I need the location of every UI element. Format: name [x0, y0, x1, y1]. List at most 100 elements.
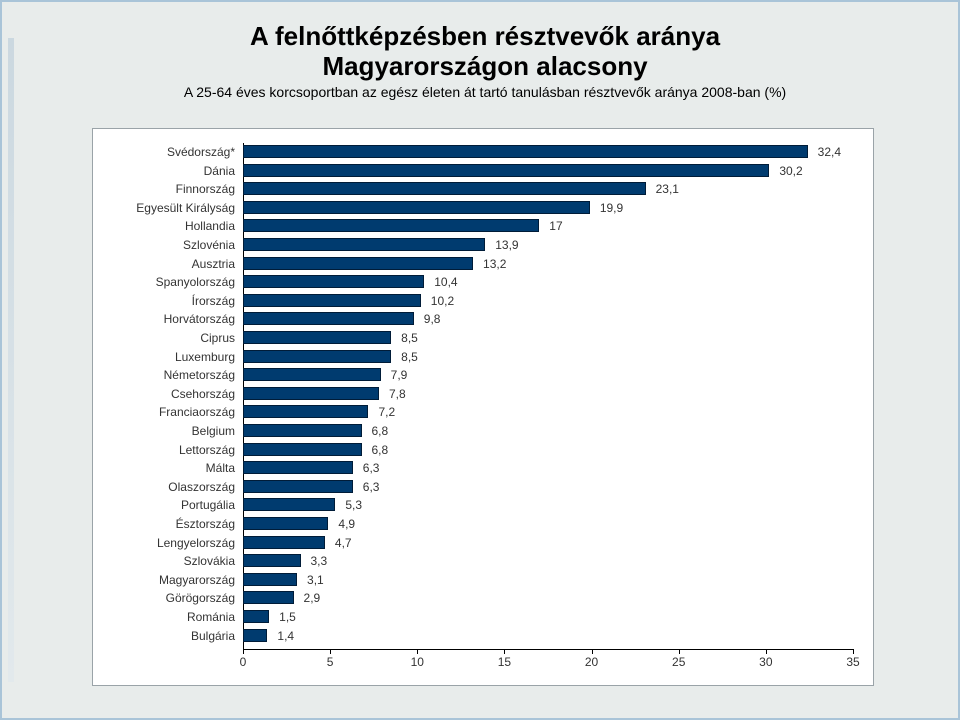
- category-label: Szlovénia: [183, 236, 235, 254]
- bar-row: Szlovénia13,9: [243, 236, 853, 254]
- bar-row: Írország10,2: [243, 292, 853, 310]
- bar: [243, 461, 353, 474]
- x-tick-label: 15: [498, 655, 511, 669]
- category-label: Görögország: [166, 589, 235, 607]
- value-label: 7,8: [389, 385, 406, 403]
- bar-row: Spanyolország10,4: [243, 273, 853, 291]
- bar: [243, 573, 297, 586]
- bar: [243, 424, 362, 437]
- bar: [243, 275, 424, 288]
- value-label: 8,5: [401, 329, 418, 347]
- chart-frame: Svédország*32,4Dánia30,2Finnország23,1Eg…: [92, 128, 874, 686]
- category-label: Olaszország: [168, 478, 235, 496]
- bar-row: Észtország4,9: [243, 515, 853, 533]
- category-label: Málta: [206, 459, 235, 477]
- bar: [243, 517, 328, 530]
- bar-row: Portugália5,3: [243, 496, 853, 514]
- bar-row: Hollandia17: [243, 217, 853, 235]
- value-label: 13,2: [483, 255, 506, 273]
- bar: [243, 387, 379, 400]
- value-label: 4,9: [338, 515, 355, 533]
- bar: [243, 591, 294, 604]
- bar-row: Ciprus8,5: [243, 329, 853, 347]
- category-label: Bulgária: [191, 627, 235, 645]
- value-label: 4,7: [335, 534, 352, 552]
- bar: [243, 480, 353, 493]
- title-block: A felnőttképzésben résztvevők aránya Mag…: [72, 22, 898, 100]
- category-label: Ausztria: [192, 255, 235, 273]
- value-label: 6,8: [372, 422, 389, 440]
- value-label: 6,3: [363, 459, 380, 477]
- x-tick-label: 25: [672, 655, 685, 669]
- bar: [243, 182, 646, 195]
- category-label: Portugália: [181, 496, 235, 514]
- x-tick-label: 35: [846, 655, 859, 669]
- category-label: Észtország: [176, 515, 235, 533]
- category-label: Németország: [164, 366, 235, 384]
- bar-row: Görögország2,9: [243, 589, 853, 607]
- bar-row: Belgium6,8: [243, 422, 853, 440]
- value-label: 2,9: [304, 589, 321, 607]
- value-label: 10,4: [434, 273, 457, 291]
- category-label: Egyesült Királyság: [136, 199, 235, 217]
- bar-row: Horvátország9,8: [243, 310, 853, 328]
- x-tick-label: 30: [759, 655, 772, 669]
- bar-row: Szlovákia3,3: [243, 552, 853, 570]
- bar-row: Lettország6,8: [243, 441, 853, 459]
- value-label: 6,3: [363, 478, 380, 496]
- bar: [243, 610, 269, 623]
- category-label: Dánia: [204, 162, 235, 180]
- bar: [243, 201, 590, 214]
- x-tick: [853, 649, 854, 654]
- bar: [243, 350, 391, 363]
- value-label: 10,2: [431, 292, 454, 310]
- bar-row: Olaszország6,3: [243, 478, 853, 496]
- bar: [243, 498, 335, 511]
- category-label: Franciaország: [159, 403, 235, 421]
- category-label: Csehország: [171, 385, 235, 403]
- bar-row: Franciaország7,2: [243, 403, 853, 421]
- x-tick-label: 20: [585, 655, 598, 669]
- bar: [243, 238, 485, 251]
- x-tick: [330, 649, 331, 654]
- x-tick-label: 5: [327, 655, 334, 669]
- category-label: Belgium: [192, 422, 235, 440]
- value-label: 3,1: [307, 571, 324, 589]
- subtitle: A 25-64 éves korcsoportban az egész élet…: [72, 84, 898, 100]
- bar: [243, 368, 381, 381]
- x-tick-label: 10: [411, 655, 424, 669]
- bar: [243, 331, 391, 344]
- bar-row: Luxemburg8,5: [243, 348, 853, 366]
- value-label: 7,9: [391, 366, 408, 384]
- category-label: Szlovákia: [184, 552, 235, 570]
- x-tick: [243, 649, 244, 654]
- bar: [243, 536, 325, 549]
- bar-row: Svédország*32,4: [243, 143, 853, 161]
- x-tick: [766, 649, 767, 654]
- category-label: Románia: [187, 608, 235, 626]
- value-label: 5,3: [345, 496, 362, 514]
- x-tick-label: 0: [240, 655, 247, 669]
- slide: A felnőttképzésben résztvevők aránya Mag…: [0, 0, 960, 720]
- left-accent-strip: [8, 38, 14, 682]
- bar-row: Románia1,5: [243, 608, 853, 626]
- x-axis-line: [243, 649, 853, 650]
- value-label: 30,2: [779, 162, 802, 180]
- category-label: Luxemburg: [175, 348, 235, 366]
- category-label: Spanyolország: [156, 273, 235, 291]
- category-label: Horvátország: [164, 310, 235, 328]
- title-line-1: A felnőttképzésben résztvevők aránya: [72, 22, 898, 52]
- value-label: 32,4: [818, 143, 841, 161]
- x-tick: [592, 649, 593, 654]
- category-label: Ciprus: [200, 329, 235, 347]
- x-tick: [417, 649, 418, 654]
- value-label: 8,5: [401, 348, 418, 366]
- value-label: 3,3: [311, 552, 328, 570]
- bar-row: Egyesült Királyság19,9: [243, 199, 853, 217]
- bar-row: Bulgária1,4: [243, 627, 853, 645]
- bar: [243, 219, 539, 232]
- value-label: 23,1: [656, 180, 679, 198]
- bar: [243, 294, 421, 307]
- value-label: 6,8: [372, 441, 389, 459]
- value-label: 1,5: [279, 608, 296, 626]
